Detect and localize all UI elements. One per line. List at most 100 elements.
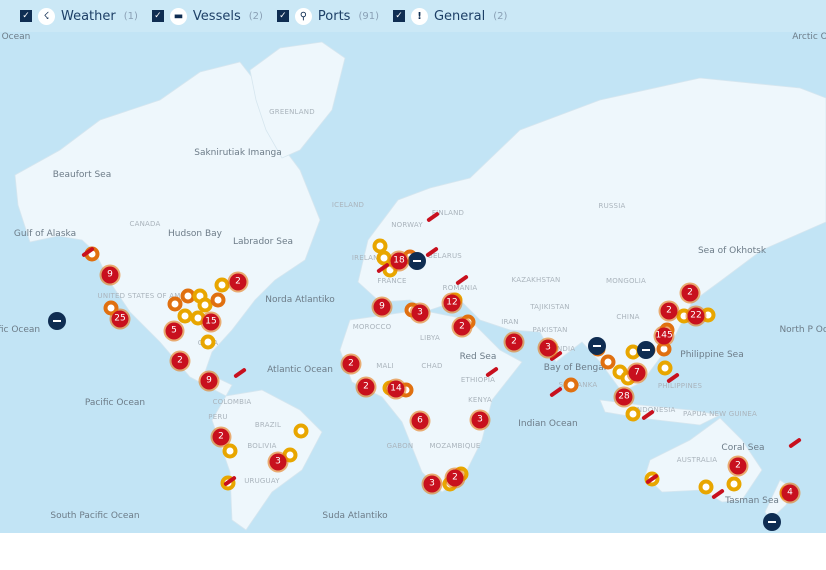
vessel-marker[interactable] [763,513,781,531]
country-label: IRAN [501,318,519,326]
port-marker[interactable] [282,447,298,463]
sea-label: Philippine Sea [680,350,744,360]
sea-label: Indian Ocean [518,419,578,429]
filter-label: Ports [317,8,351,24]
vessel-marker[interactable] [637,341,655,359]
sea-label: North P Ocean [779,325,826,335]
vessel-marker[interactable] [588,337,606,355]
sea-label: Beaufort Sea [52,170,112,180]
cluster-marker[interactable]: 2 [171,352,189,370]
cluster-marker[interactable]: 3 [539,339,557,357]
country-label: ETHIOPIA [460,376,496,384]
country-label: KAZAKHSTAN [511,276,561,284]
cluster-marker[interactable]: 3 [411,304,429,322]
cluster-marker[interactable]: 22 [687,307,705,325]
sea-label: Arctic O [792,32,826,42]
checkbox-checked-icon[interactable]: ✓ [151,10,164,22]
port-marker[interactable] [200,334,216,350]
sea-label: Pacific Ocean [84,398,146,408]
sea-label: South Pacific Ocean [50,511,140,521]
cluster-marker[interactable]: 2 [229,273,247,291]
cluster-marker[interactable]: 4 [781,484,799,502]
cluster-marker[interactable]: 2 [357,378,375,396]
greenland [249,41,346,159]
country-label: PAPUA NEW GUINEA [683,410,757,418]
port-marker[interactable] [726,476,742,492]
cluster-marker[interactable]: 3 [471,411,489,429]
country-label: BELARUS [428,252,462,260]
cluster-marker[interactable]: 9 [373,298,391,316]
country-label: UNITED STATES OF AMERICA [97,292,203,300]
cluster-marker[interactable]: 28 [615,388,633,406]
filter-count: (1) [123,10,138,22]
filter-count: (91) [358,10,379,22]
sea-label: Atlantic Ocean [267,365,333,375]
port-marker[interactable] [167,296,183,312]
cluster-marker[interactable]: 25 [111,310,129,328]
info-icon: ! [410,7,428,25]
filter-label: Weather [61,8,116,24]
filter-vessels[interactable]: ✓ ▬ Vessels (2) [151,7,263,25]
country-label: ROMANIA [442,284,478,292]
vessel-marker[interactable] [48,312,66,330]
cluster-marker[interactable]: 18 [390,252,408,270]
country-label: FINLAND [431,209,465,217]
checkbox-checked-icon[interactable]: ✓ [392,10,405,22]
country-label: INDONESIA [634,406,676,414]
cluster-marker[interactable]: 2 [342,355,360,373]
sea-label: Saknirutiak Imanga [194,148,282,158]
port-marker[interactable] [657,360,673,376]
cluster-marker[interactable]: 2 [446,469,464,487]
country-label: GREENLAND [269,108,315,116]
cluster-marker[interactable]: 9 [200,372,218,390]
world-map[interactable]: Ocean Arctic O Beaufort Sea Gulf of Alaska H… [0,0,826,533]
cluster-marker[interactable]: 2 [212,428,230,446]
country-label: FRANCE [377,277,407,285]
port-marker[interactable] [210,292,226,308]
checkbox-checked-icon[interactable]: ✓ [276,10,289,22]
port-marker[interactable] [214,277,230,293]
port-marker[interactable] [293,423,309,439]
sea-label: Norda Atlantiko [265,295,335,305]
port-marker[interactable] [222,443,238,459]
cluster-marker[interactable]: 2 [660,302,678,320]
country-label: IRELAND [351,254,385,262]
checkbox-checked-icon[interactable]: ✓ [20,10,32,22]
port-marker[interactable] [625,406,641,422]
layer-filter-bar: ✓ ☇ Weather (1) ✓ ▬ Vessels (2) ✓ ⚲ Port… [0,0,826,32]
cluster-marker[interactable]: 5 [165,322,183,340]
cluster-marker[interactable]: 6 [411,412,429,430]
cluster-marker[interactable]: 2 [681,284,699,302]
port-marker[interactable] [600,354,616,370]
cluster-marker[interactable]: 3 [269,453,287,471]
cluster-marker[interactable]: 3 [423,475,441,493]
cluster-marker[interactable]: 9 [101,266,119,284]
port-marker[interactable] [563,377,579,393]
filter-weather[interactable]: ✓ ☇ Weather (1) [20,7,138,25]
cluster-marker[interactable]: 14 [387,380,405,398]
cluster-marker[interactable]: 12 [443,294,461,312]
filter-ports[interactable]: ✓ ⚲ Ports (91) [276,7,379,25]
cluster-marker[interactable]: 2 [505,333,523,351]
country-label: CHAD [421,362,443,370]
sea-label: Sea of Okhotsk [697,246,767,256]
vessel-marker[interactable] [408,252,426,270]
cluster-marker[interactable]: 2 [729,457,747,475]
cluster-marker[interactable]: 7 [628,364,646,382]
port-marker[interactable] [698,479,714,495]
port-marker[interactable] [197,297,213,313]
country-label: NORWAY [391,221,423,229]
filter-label: General [433,8,486,24]
cluster-marker[interactable]: 2 [453,318,471,336]
country-label: KENYA [468,396,492,404]
sea-label: Bay of Bengal [543,363,607,373]
country-label: BRAZIL [254,421,282,429]
filter-general[interactable]: ✓ ! General (2) [392,7,507,25]
cluster-marker[interactable]: 15 [202,313,220,331]
sea-label: Coral Sea [721,443,765,453]
country-label: COLOMBIA [212,398,252,406]
port-pin-icon: ⚲ [294,7,312,25]
sea-label: Suda Atlantiko [322,511,388,521]
sea-label: Ocean [1,32,31,42]
cluster-marker[interactable]: 145 [655,327,673,345]
